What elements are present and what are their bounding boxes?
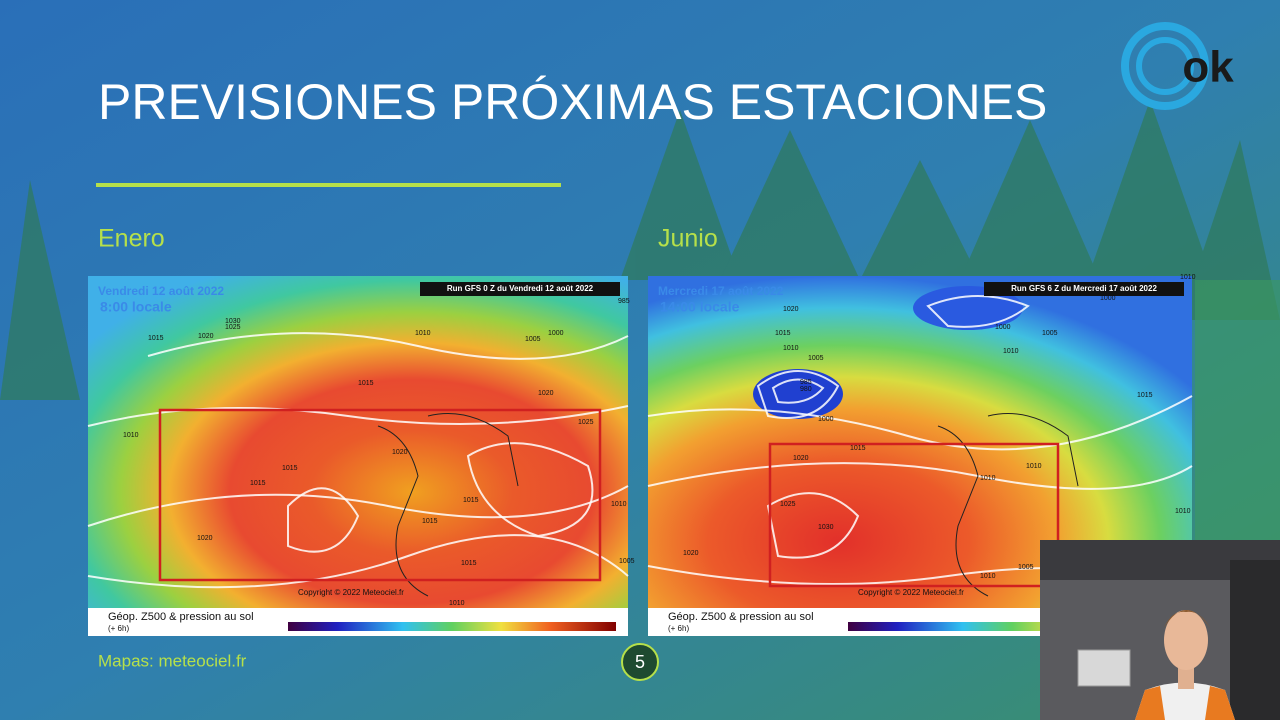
isobar-label: 1010 bbox=[449, 600, 465, 607]
isobar-label: 985 bbox=[800, 379, 812, 386]
isobar-label: 1005 bbox=[808, 355, 824, 362]
map-run: Run GFS 6 Z du Mercredi 17 août 2022 bbox=[1011, 284, 1157, 293]
legend-lead: (+ 6h) bbox=[668, 624, 689, 633]
isobar bbox=[87, 534, 629, 589]
source-note: Mapas: meteociel.fr bbox=[98, 651, 247, 670]
isobar-label: 1020 bbox=[683, 550, 699, 557]
isobar bbox=[647, 462, 1193, 490]
isobar-label: 1000 bbox=[1100, 295, 1116, 302]
isobar-label: 1015 bbox=[422, 518, 438, 525]
isobar bbox=[766, 492, 860, 559]
map-time: 14:00 locale bbox=[660, 299, 740, 315]
isobar bbox=[926, 295, 1030, 328]
isobar-label: 1015 bbox=[148, 335, 164, 342]
legend-title: Géop. Z500 & pression au sol bbox=[668, 611, 814, 623]
isobar bbox=[756, 370, 840, 419]
isobar bbox=[771, 378, 825, 404]
isobar-label: 1020 bbox=[783, 306, 799, 313]
run-box bbox=[984, 282, 1184, 296]
isobar-label: 1015 bbox=[358, 380, 374, 387]
isobar-label: 1000 bbox=[995, 324, 1011, 331]
logo: ok bbox=[1121, 22, 1234, 110]
page-badge bbox=[621, 643, 659, 681]
isobar-label: 1015 bbox=[1137, 392, 1153, 399]
isobar-label: 985 bbox=[618, 298, 630, 305]
isobar bbox=[647, 395, 1193, 451]
page-number: 5 bbox=[635, 652, 645, 672]
color-scale bbox=[288, 622, 616, 631]
isobar-label: 1000 bbox=[818, 416, 834, 423]
map-date: Mercredi 17 août 2022 bbox=[658, 284, 784, 298]
isobar-label: 1010 bbox=[123, 432, 139, 439]
isobar-label: 1005 bbox=[1042, 330, 1058, 337]
isobar-label: 1015 bbox=[775, 330, 791, 337]
isobar-label: 1020 bbox=[392, 449, 408, 456]
isobar-label: 1030 bbox=[225, 318, 241, 325]
map-run: Run GFS 0 Z du Vendredi 12 août 2022 bbox=[447, 284, 594, 293]
color-scale bbox=[848, 622, 1176, 631]
isobar-label: 1010 bbox=[415, 330, 431, 337]
isobar-label: 1000 bbox=[548, 330, 564, 337]
isobar-label: 1010 bbox=[1180, 274, 1196, 281]
logo-text: ok bbox=[1182, 43, 1234, 92]
isobar bbox=[287, 487, 360, 553]
isobar-label: 1015 bbox=[250, 480, 266, 487]
isobar-label: 1015 bbox=[282, 465, 298, 472]
isobar-label: 1025 bbox=[225, 324, 241, 331]
map-label: Junio bbox=[658, 225, 718, 253]
highlight-box bbox=[158, 408, 602, 582]
isobar-label: 1010 bbox=[980, 475, 996, 482]
isobar-label: 1025 bbox=[578, 419, 594, 426]
map-field bbox=[88, 276, 628, 608]
isobar-label: 1015 bbox=[463, 497, 479, 504]
coastline bbox=[377, 413, 519, 597]
isobar bbox=[87, 405, 629, 427]
webcam bbox=[1040, 540, 1280, 720]
legend-title: Géop. Z500 & pression au sol bbox=[108, 611, 254, 623]
isobar-label: 1020 bbox=[197, 535, 213, 542]
isobar bbox=[466, 442, 594, 538]
forest bbox=[0, 100, 1280, 400]
isobar-label: 1025 bbox=[780, 501, 796, 508]
isobar-label: 1010 bbox=[980, 573, 996, 580]
isobar-label: 1030 bbox=[818, 524, 834, 531]
map-label: Enero bbox=[98, 225, 165, 253]
highlight-box bbox=[768, 442, 1060, 588]
isobar-label: 1005 bbox=[525, 336, 541, 343]
map-date: Vendredi 12 août 2022 bbox=[98, 284, 224, 298]
forest-edge bbox=[1195, 280, 1280, 540]
map-copyright: Copyright © 2022 Meteociel.fr bbox=[858, 588, 964, 597]
isobar-label: 1020 bbox=[198, 333, 214, 340]
isobar-label: 1020 bbox=[538, 390, 554, 397]
isobar-label: 1010 bbox=[1175, 508, 1191, 515]
isobar-label: 1015 bbox=[850, 445, 866, 452]
legend-lead: (+ 6h) bbox=[108, 624, 129, 633]
isobar-label: 980 bbox=[800, 386, 812, 393]
run-box bbox=[420, 282, 620, 296]
isobar-label: 1010 bbox=[1026, 463, 1042, 470]
title-underline bbox=[96, 183, 561, 187]
map-copyright: Copyright © 2022 Meteociel.fr bbox=[298, 588, 404, 597]
isobar bbox=[147, 332, 629, 360]
isobar-label: 1010 bbox=[1003, 348, 1019, 355]
slide-title: PREVISIONES PRÓXIMAS ESTACIONES bbox=[98, 74, 1047, 130]
isobar bbox=[87, 485, 629, 527]
map-time: 8:00 locale bbox=[100, 299, 172, 315]
coastline bbox=[937, 413, 1079, 597]
isobar-label: 1020 bbox=[793, 455, 809, 462]
isobar-label: 1010 bbox=[611, 501, 627, 508]
isobar-label: 1010 bbox=[783, 345, 799, 352]
isobar-label: 1005 bbox=[619, 558, 635, 565]
isobar-label: 1015 bbox=[461, 560, 477, 567]
isobar-label: 1005 bbox=[1018, 564, 1034, 571]
